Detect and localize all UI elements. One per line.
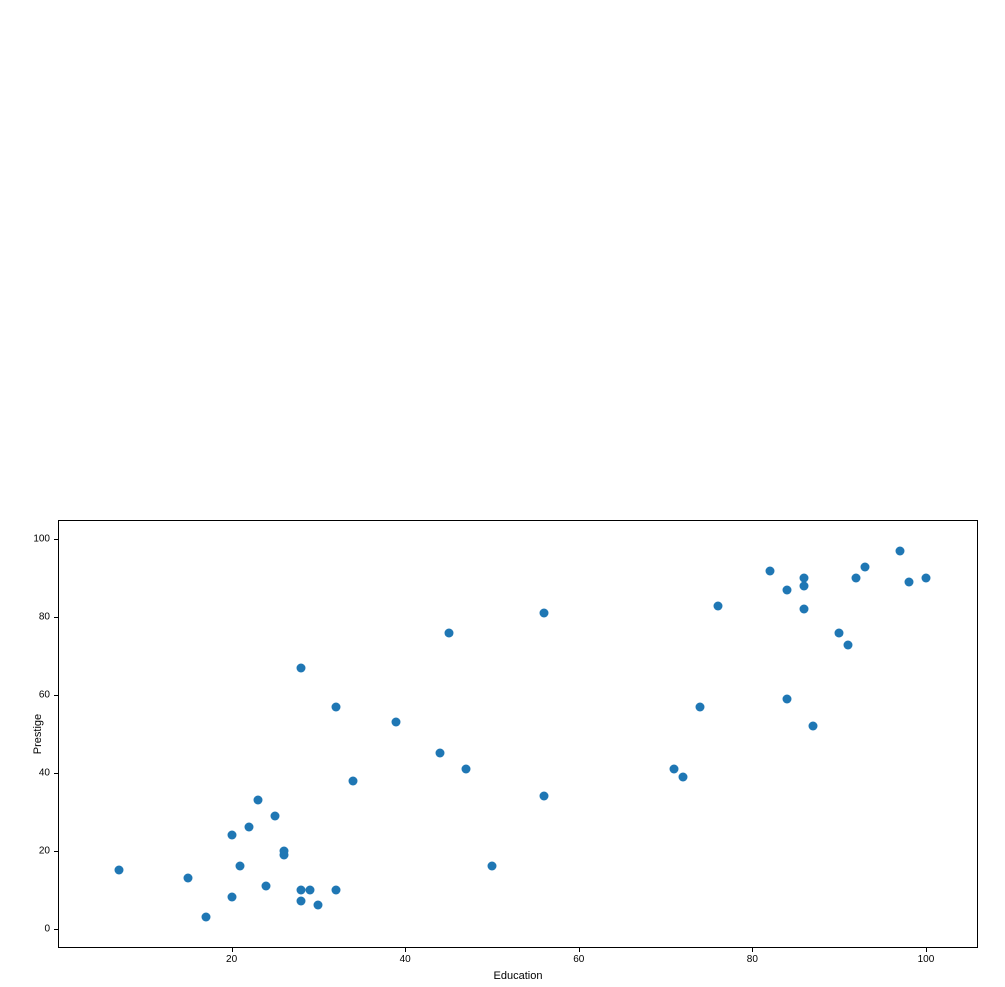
x-tick-label: 20 xyxy=(226,954,237,965)
scatter-point xyxy=(921,574,930,583)
scatter-point xyxy=(904,578,913,587)
scatter-point xyxy=(227,893,236,902)
chart2-y-axis-title: Prestige xyxy=(32,704,44,764)
scatter-point xyxy=(227,831,236,840)
y-tick xyxy=(54,773,58,774)
scatter-point xyxy=(800,582,809,591)
scatter-point xyxy=(279,846,288,855)
y-tick-label: 40 xyxy=(39,767,50,778)
scatter-point xyxy=(184,873,193,882)
scatter-point xyxy=(678,772,687,781)
scatter-point xyxy=(201,912,210,921)
y-tick xyxy=(54,929,58,930)
scatter-point xyxy=(114,866,123,875)
scatter-point xyxy=(800,605,809,614)
y-tick-label: 100 xyxy=(33,534,50,545)
y-tick xyxy=(54,617,58,618)
scatter-point xyxy=(895,547,904,556)
scatter-point xyxy=(461,765,470,774)
scatter-point xyxy=(852,574,861,583)
scatter-point xyxy=(444,628,453,637)
scatter-point xyxy=(314,901,323,910)
y-tick-label: 20 xyxy=(39,845,50,856)
chart2-plot-area xyxy=(58,520,978,948)
education-prestige-chart: Education Prestige 20 40 60 80 100 0 20 40 60 80 1… xyxy=(0,0,1005,987)
scatter-point xyxy=(331,885,340,894)
y-tick xyxy=(54,539,58,540)
y-tick-label: 60 xyxy=(39,690,50,701)
y-tick-label: 80 xyxy=(39,612,50,623)
scatter-point xyxy=(487,862,496,871)
scatter-point xyxy=(305,885,314,894)
scatter-point xyxy=(783,694,792,703)
x-tick-label: 80 xyxy=(747,954,758,965)
x-tick xyxy=(579,948,580,952)
x-tick-label: 100 xyxy=(918,954,935,965)
scatter-point xyxy=(670,765,679,774)
x-tick xyxy=(405,948,406,952)
x-tick xyxy=(752,948,753,952)
y-tick xyxy=(54,851,58,852)
scatter-point xyxy=(244,823,253,832)
x-tick xyxy=(232,948,233,952)
scatter-point xyxy=(435,749,444,758)
scatter-point xyxy=(349,776,358,785)
y-tick-label: 0 xyxy=(44,923,50,934)
scatter-point xyxy=(861,562,870,571)
scatter-point xyxy=(783,586,792,595)
scatter-point xyxy=(835,628,844,637)
scatter-point xyxy=(297,897,306,906)
scatter-point xyxy=(540,792,549,801)
scatter-point xyxy=(262,881,271,890)
scatter-point xyxy=(236,862,245,871)
scatter-point xyxy=(713,601,722,610)
scatter-point xyxy=(540,609,549,618)
scatter-point xyxy=(297,663,306,672)
scatter-point xyxy=(809,722,818,731)
x-tick-label: 40 xyxy=(400,954,411,965)
scatter-point xyxy=(765,566,774,575)
scatter-point xyxy=(843,640,852,649)
scatter-point xyxy=(392,718,401,727)
y-tick xyxy=(54,695,58,696)
x-tick-label: 60 xyxy=(573,954,584,965)
x-tick xyxy=(926,948,927,952)
scatter-point xyxy=(696,702,705,711)
scatter-point xyxy=(253,796,262,805)
scatter-point xyxy=(331,702,340,711)
scatter-point xyxy=(270,811,279,820)
chart2-x-axis-title: Education xyxy=(488,970,548,982)
scatter-point xyxy=(297,885,306,894)
